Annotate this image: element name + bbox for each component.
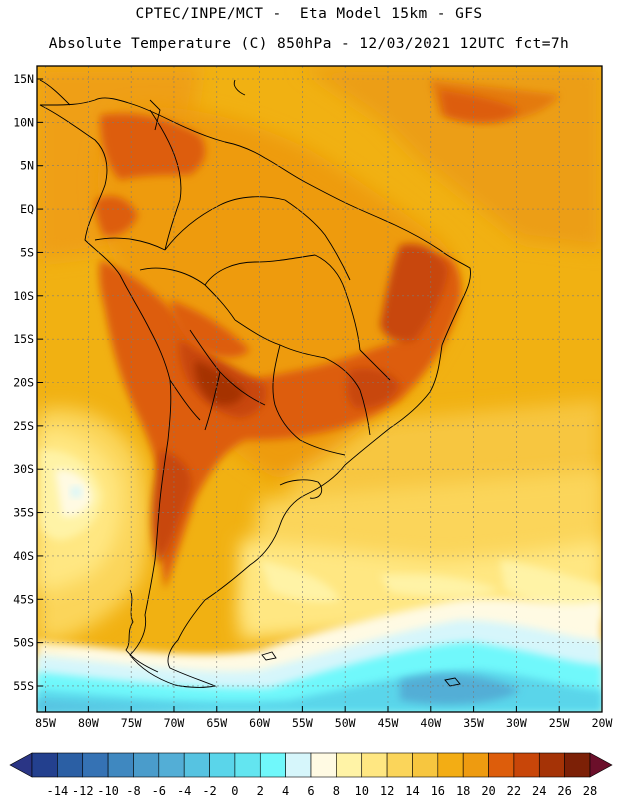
lon-label: 80W <box>78 716 99 730</box>
gridlines <box>37 66 603 712</box>
colorbar-label: 10 <box>355 784 369 798</box>
lat-label: 30S <box>13 462 34 476</box>
colorbar-label: 8 <box>333 784 340 798</box>
colorbar-label: 4 <box>282 784 289 798</box>
colorbar-labels: -14 -12 -10 -8 -6 -4 -2 0 2 4 6 8 10 12 14 16 18 20 22 24 26… <box>47 784 598 798</box>
colorbar-label: -2 <box>202 784 216 798</box>
colorbar-cell <box>31 752 58 778</box>
colorbar-label: -14 <box>47 784 69 798</box>
lat-label: 10N <box>13 115 34 129</box>
lat-label: 35S <box>13 506 34 520</box>
lon-label: 55W <box>292 716 313 730</box>
colorbar-cell <box>133 752 160 778</box>
lat-label: 10S <box>13 289 34 303</box>
colorbar-cell <box>336 752 363 778</box>
lat-label: 50S <box>13 636 34 650</box>
lon-label: 25W <box>549 716 570 730</box>
colorbar-label: 0 <box>231 784 238 798</box>
lat-label: 40S <box>13 549 34 563</box>
chart-title-line1: CPTEC/INPE/MCT - Eta Model 15km - GFS <box>135 6 483 22</box>
lat-label: EQ <box>20 202 34 216</box>
colorbar-label: -6 <box>152 784 166 798</box>
lat-label: 45S <box>13 592 34 606</box>
lat-label: 5N <box>20 159 34 173</box>
lon-label: 65W <box>206 716 227 730</box>
colorbar-cell <box>361 752 388 778</box>
colorbar-cell <box>82 752 109 778</box>
colorbar-cell <box>513 752 540 778</box>
lon-label: 50W <box>335 716 356 730</box>
colorbar-cell <box>183 752 210 778</box>
colorbar-cell <box>462 752 489 778</box>
colorbar-high-arrow <box>589 752 613 778</box>
colorbar-label: -12 <box>72 784 94 798</box>
colorbar-label: 12 <box>380 784 394 798</box>
lon-label: 70W <box>164 716 185 730</box>
lat-label: 15N <box>13 72 34 86</box>
colorbar-cell <box>107 752 134 778</box>
lon-label: 85W <box>35 716 56 730</box>
longitude-labels: 85W 80W 75W 70W 65W 60W 55W 50W 45W 40W 35W 30W 25W 2… <box>35 716 612 730</box>
lat-label: 15S <box>13 332 34 346</box>
coastlines-borders <box>39 79 471 688</box>
colorbar-label: 2 <box>257 784 264 798</box>
lat-label: 20S <box>13 375 34 389</box>
colorbar-label: -4 <box>177 784 191 798</box>
colorbar-label: 16 <box>431 784 445 798</box>
temperature-field <box>37 66 602 712</box>
colorbar-label: -8 <box>126 784 140 798</box>
lon-label: 60W <box>249 716 270 730</box>
lon-label: 40W <box>420 716 441 730</box>
colorbar-label: 6 <box>307 784 314 798</box>
colorbar-cell <box>234 752 261 778</box>
colorbar-cell <box>412 752 439 778</box>
colorbar-low-arrow <box>9 752 33 778</box>
colorbar-label: 28 <box>583 784 597 798</box>
lat-label: 55S <box>13 679 34 693</box>
colorbar-label: 22 <box>507 784 521 798</box>
lat-label: 5S <box>20 245 34 259</box>
colorbar-label: 20 <box>481 784 495 798</box>
colorbar-cell <box>538 752 565 778</box>
lon-label: 35W <box>463 716 484 730</box>
lon-label: 75W <box>121 716 142 730</box>
map-frame <box>36 65 603 713</box>
colorbar-cell <box>259 752 286 778</box>
colorbar-cell <box>488 752 515 778</box>
latitude-labels: 15N 10N 5N EQ 5S 10S 15S 20S 25S 30S 35S 40S 45S 50S 5… <box>13 72 34 693</box>
chart-title-line2: Absolute Temperature (C) 850hPa - 12/03/… <box>48 36 570 52</box>
colorbar-cell <box>209 752 236 778</box>
colorbar-cell <box>310 752 337 778</box>
colorbar-cell <box>386 752 413 778</box>
colorbar-label: 18 <box>456 784 470 798</box>
colorbar-cells <box>9 752 613 778</box>
colorbar-cell <box>564 752 591 778</box>
colorbar-label: 14 <box>405 784 419 798</box>
lon-label: 45W <box>378 716 399 730</box>
lon-label: 30W <box>506 716 527 730</box>
colorbar-cell <box>57 752 84 778</box>
colorbar-cell <box>285 752 312 778</box>
colorbar-cell <box>158 752 185 778</box>
colorbar-label: -10 <box>97 784 119 798</box>
colorbar-label: 24 <box>532 784 546 798</box>
colorbar-label: 26 <box>557 784 571 798</box>
colorbar-cell <box>437 752 464 778</box>
lon-label: 20W <box>592 716 613 730</box>
lat-label: 25S <box>13 419 34 433</box>
